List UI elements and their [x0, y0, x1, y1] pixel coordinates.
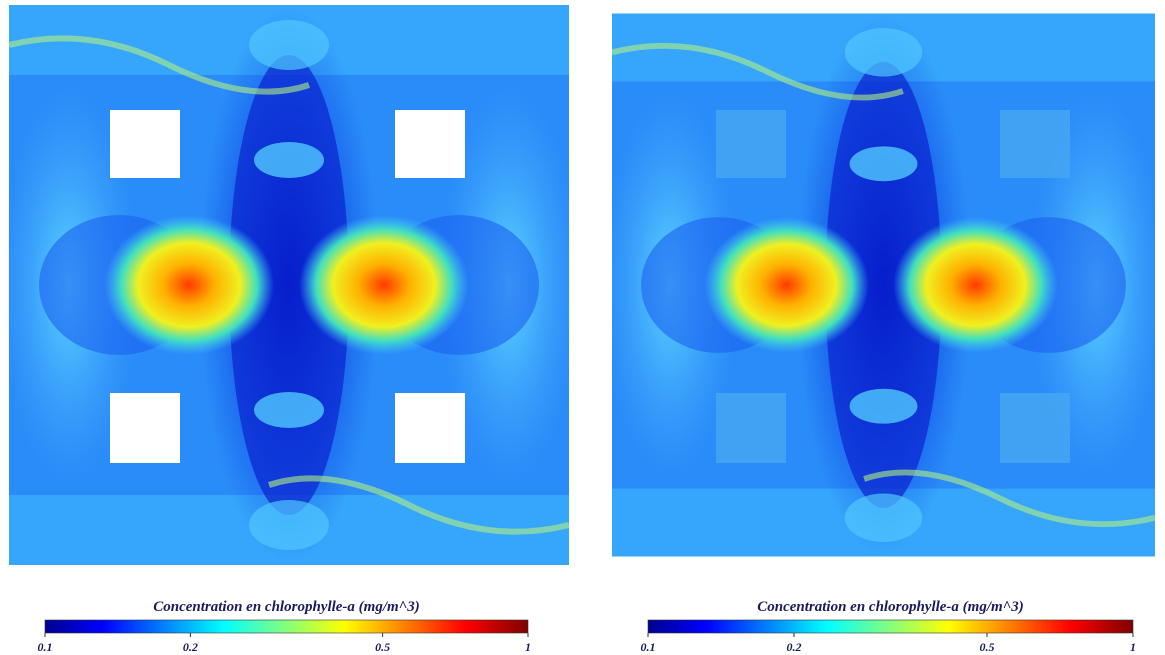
colorbar	[44, 619, 529, 634]
tick-label: 0.5	[980, 640, 995, 654]
colorbar-title: Concentration en chlorophylle-a (mg/m^3)	[757, 599, 1023, 615]
tick-label: 0.5	[375, 640, 390, 654]
colorbar	[647, 619, 1134, 634]
tick-label: 0.2	[786, 640, 801, 654]
tick-label: 0.1	[38, 640, 53, 654]
missing-regions	[110, 110, 465, 463]
tick-label: 0.1	[641, 640, 656, 654]
heatmap	[602, 14, 1164, 557]
tick-label: 1	[1130, 640, 1136, 654]
tick-label: 0.2	[183, 640, 198, 654]
colorbar-title: Concentration en chlorophylle-a (mg/m^3)	[153, 599, 419, 615]
colorbars: Concentration en chlorophylle-a (mg/m^3)…	[38, 599, 1137, 654]
filled-regions	[716, 110, 1070, 463]
heatmap	[0, 5, 579, 565]
tick-label: 1	[525, 640, 531, 654]
